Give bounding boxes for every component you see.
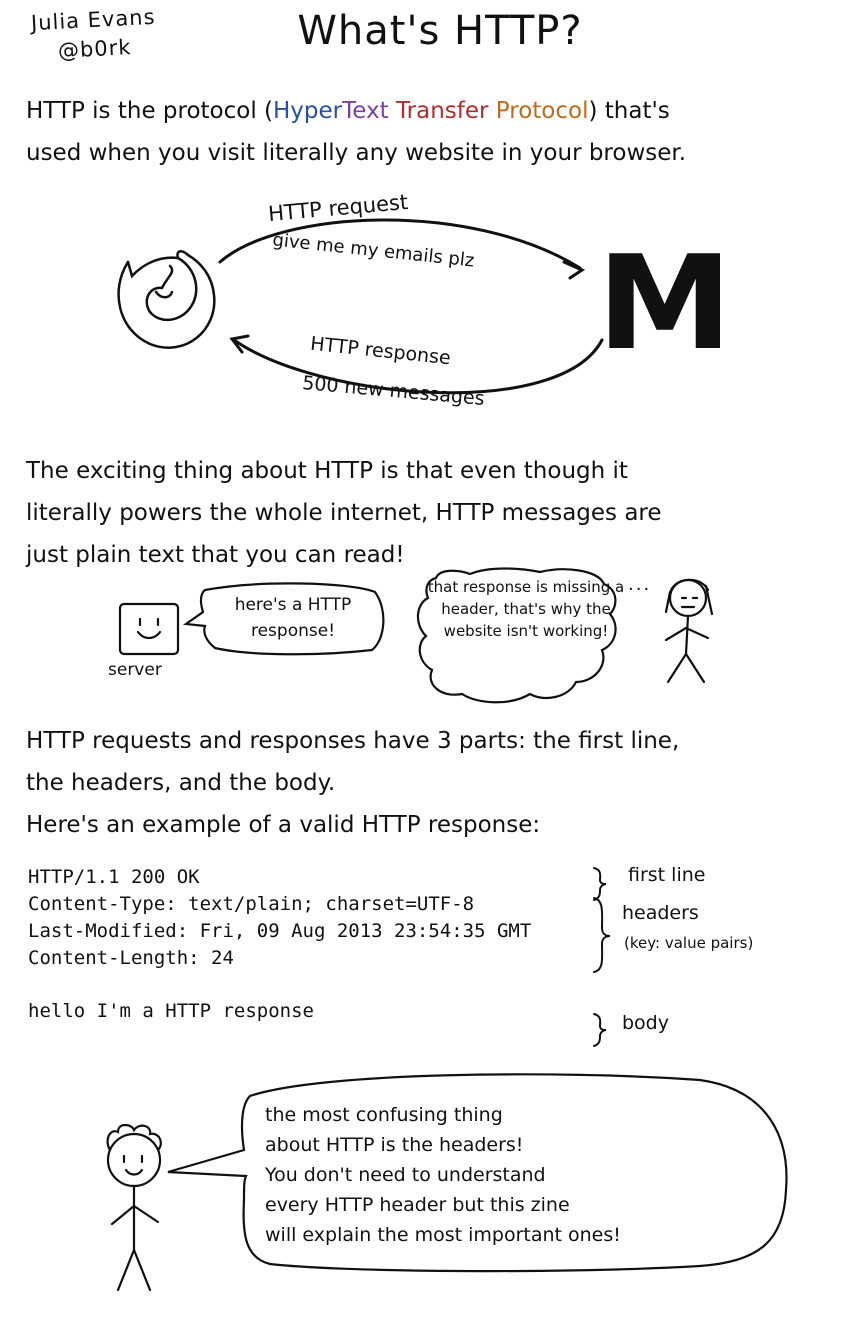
exciting-line-1: The exciting thing about HTTP is that ev… bbox=[26, 458, 628, 484]
annotation-headers: headers bbox=[622, 902, 699, 924]
thinking-person-icon bbox=[664, 578, 714, 684]
closing-line-2: about HTTP is the headers! bbox=[265, 1134, 524, 1156]
server-speech-bubble bbox=[182, 582, 385, 656]
intro-line-2: used when you visit literally any websit… bbox=[26, 140, 687, 166]
word-text: Text bbox=[342, 98, 389, 124]
first-line-brace bbox=[593, 867, 607, 901]
response-arrow bbox=[229, 334, 604, 395]
page-title: What's HTTP? bbox=[297, 8, 583, 54]
thought-bubble bbox=[416, 567, 617, 704]
gmail-logo-icon: M bbox=[596, 227, 733, 379]
thought-text: that response is missing a header, that'… bbox=[427, 578, 625, 640]
response-header-line: Content-Type: text/plain; charset=UTF-8 bbox=[28, 893, 475, 915]
response-header-line: Last-Modified: Fri, 09 Aug 2013 23:54:35… bbox=[28, 920, 532, 942]
headers-brace bbox=[593, 897, 611, 973]
request-arrow bbox=[218, 218, 586, 280]
closing-line-3: You don't need to understand bbox=[265, 1164, 546, 1186]
intro-text-before: HTTP is the protocol ( bbox=[26, 98, 274, 124]
exciting-paragraph: The exciting thing about HTTP is that ev… bbox=[26, 450, 662, 576]
closing-line-1: the most confusing thing bbox=[265, 1104, 503, 1126]
http-response-example: HTTP/1.1 200 OK Content-Type: text/plain… bbox=[28, 864, 531, 972]
exciting-line-3: just plain text that you can read! bbox=[26, 542, 405, 568]
exciting-line-2: literally powers the whole internet, HTT… bbox=[26, 500, 662, 526]
body-brace bbox=[593, 1013, 607, 1047]
intro-paragraph: HTTP is the protocol (HyperText Transfer… bbox=[26, 90, 686, 174]
parts-paragraph: HTTP requests and responses have 3 parts… bbox=[26, 720, 679, 846]
word-hyper: Hyper bbox=[273, 98, 343, 124]
response-header-line: Content-Length: 24 bbox=[28, 947, 234, 969]
thinking-dots: ... bbox=[628, 574, 652, 595]
server-label: server bbox=[108, 660, 162, 680]
response-first-line: HTTP/1.1 200 OK bbox=[28, 866, 200, 888]
closing-speech-text: the most confusing thing about HTTP is t… bbox=[265, 1100, 775, 1250]
closing-line-4: every HTTP header but this zine bbox=[265, 1194, 570, 1216]
response-body-line: hello I'm a HTTP response bbox=[28, 1000, 314, 1022]
word-transfer: Transfer bbox=[395, 98, 489, 124]
intro-text-after: ) that's bbox=[588, 98, 670, 124]
server-speech-text: here's a HTTP response! bbox=[234, 595, 352, 641]
closing-speech-bubble bbox=[167, 1073, 788, 1273]
server-face-icon bbox=[118, 602, 180, 656]
intro-line-1: HTTP is the protocol (HyperText Transfer… bbox=[26, 90, 686, 132]
annotation-braces bbox=[593, 867, 611, 1047]
closing-line-5: will explain the most important ones! bbox=[265, 1224, 621, 1246]
parts-line-3: Here's an example of a valid HTTP respon… bbox=[26, 812, 541, 838]
firefox-logo-icon bbox=[117, 250, 216, 349]
word-protocol: Protocol bbox=[495, 98, 589, 124]
annotation-first-line: first line bbox=[628, 864, 706, 886]
parts-line-1: HTTP requests and responses have 3 parts… bbox=[26, 728, 680, 754]
narrator-person-icon bbox=[106, 1123, 162, 1292]
parts-line-2: the headers, and the body. bbox=[26, 770, 336, 796]
annotation-body: body bbox=[622, 1012, 669, 1034]
annotation-headers-note: (key: value pairs) bbox=[624, 934, 754, 952]
